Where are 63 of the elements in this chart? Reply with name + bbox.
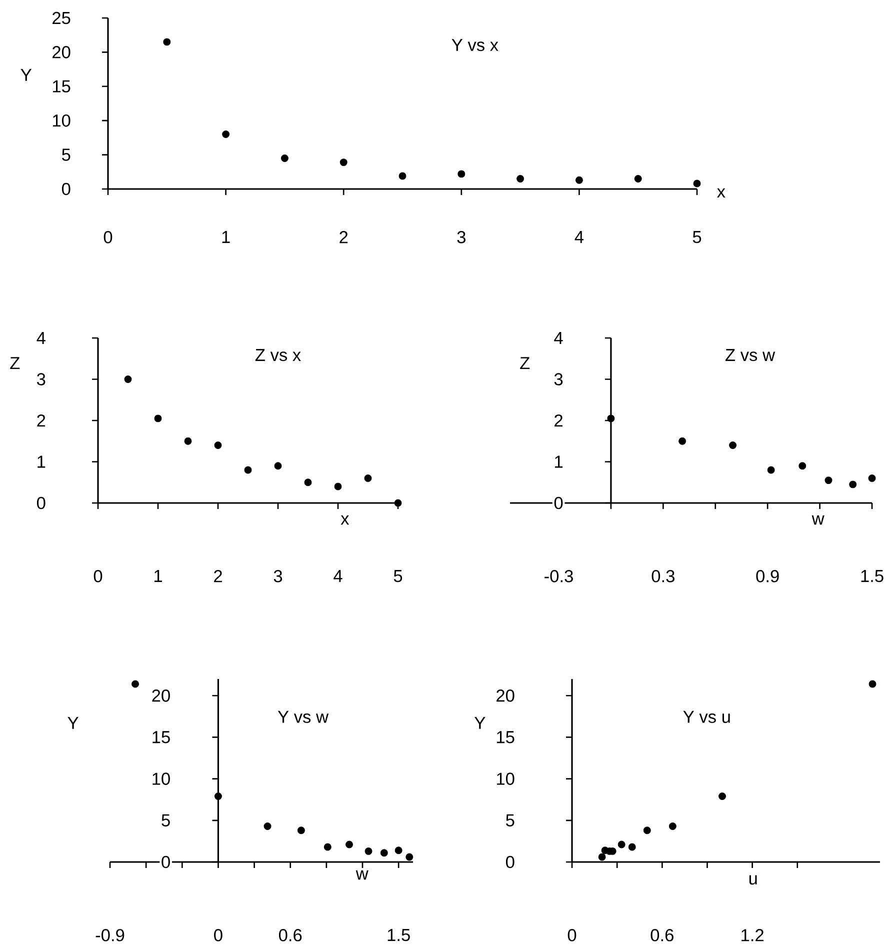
x-tick-label: 1 (222, 231, 230, 243)
x-tick-label: 0.6 (650, 929, 674, 942)
y-tick-label: 10 (497, 772, 514, 785)
x-axis-title: x (340, 515, 350, 525)
y-tick-label: 3 (554, 373, 563, 386)
x-axis-title: w (812, 515, 824, 525)
x-tick-label: -0.3 (544, 570, 573, 582)
y-tick-label: 3 (36, 373, 46, 386)
x-tick-label: 1.5 (388, 929, 410, 942)
y-tick-label: 0 (554, 496, 563, 510)
x-tick-label: 2 (340, 231, 348, 244)
y-tick-label: 2 (554, 414, 562, 427)
y-axis-title: Y (20, 68, 32, 81)
x-axis-title: u (749, 875, 757, 885)
y-axis-title: Z (10, 357, 20, 370)
y-tick-label: 2 (37, 414, 46, 427)
x-axis-title: x (717, 188, 726, 198)
y-tick-label: 4 (36, 332, 46, 344)
y-tick-label: 20 (496, 689, 514, 702)
y-axis-title: Y (474, 716, 486, 729)
x-tick-label: 0.9 (756, 570, 779, 582)
x-tick-label: 0.3 (652, 570, 674, 582)
text: Y vs x (452, 39, 498, 52)
y-tick-label: 5 (506, 814, 514, 826)
y-tick-label: 5 (62, 148, 70, 161)
chart-title: Z vs x (255, 349, 301, 362)
text: Y vs w (278, 710, 329, 723)
x-tick-label: 0 (568, 929, 576, 942)
x-tick-label: 5 (692, 231, 702, 244)
x-tick-label: 3 (274, 570, 282, 582)
y-tick-label: 4 (554, 332, 563, 344)
y-tick-label: 1 (38, 456, 46, 468)
x-tick-label: 1.2 (742, 929, 764, 942)
y-tick-label: 20 (152, 689, 170, 702)
y-tick-label: 15 (152, 731, 170, 744)
x-tick-label: 0 (214, 929, 222, 942)
x-tick-label: 5 (394, 570, 402, 582)
y-tick-label: 0 (506, 856, 514, 868)
x-tick-label: 0.6 (278, 929, 302, 942)
y-tick-label: 15 (497, 731, 514, 744)
x-tick-label: 3 (457, 231, 466, 244)
y-tick-label: 0 (162, 856, 170, 868)
y-axis-title: Z (520, 357, 530, 370)
x-tick-label: 4 (574, 231, 584, 243)
y-tick-label: 15 (52, 80, 70, 92)
y-axis-title: Y (68, 716, 78, 729)
y-tick-label: 5 (162, 814, 170, 826)
y-tick-label: 20 (52, 46, 70, 58)
x-tick-label: 0 (104, 231, 112, 244)
x-axis-title: w (356, 870, 368, 880)
y-tick-label: 25 (52, 12, 70, 24)
chart-title: Z vs w (726, 349, 776, 362)
x-tick-label: 2 (214, 570, 222, 582)
x-tick-label: 4 (334, 570, 342, 582)
text: Y vs u (683, 710, 730, 723)
y-tick-label: 0 (36, 496, 46, 510)
x-tick-label: 1.5 (861, 570, 884, 582)
y-tick-label: 10 (52, 114, 70, 127)
x-tick-label: 0 (94, 570, 102, 582)
x-tick-label: -0.9 (96, 929, 124, 942)
y-tick-label: 0 (62, 182, 70, 196)
y-tick-label: 1 (555, 456, 563, 468)
y-tick-label: 10 (152, 772, 170, 785)
